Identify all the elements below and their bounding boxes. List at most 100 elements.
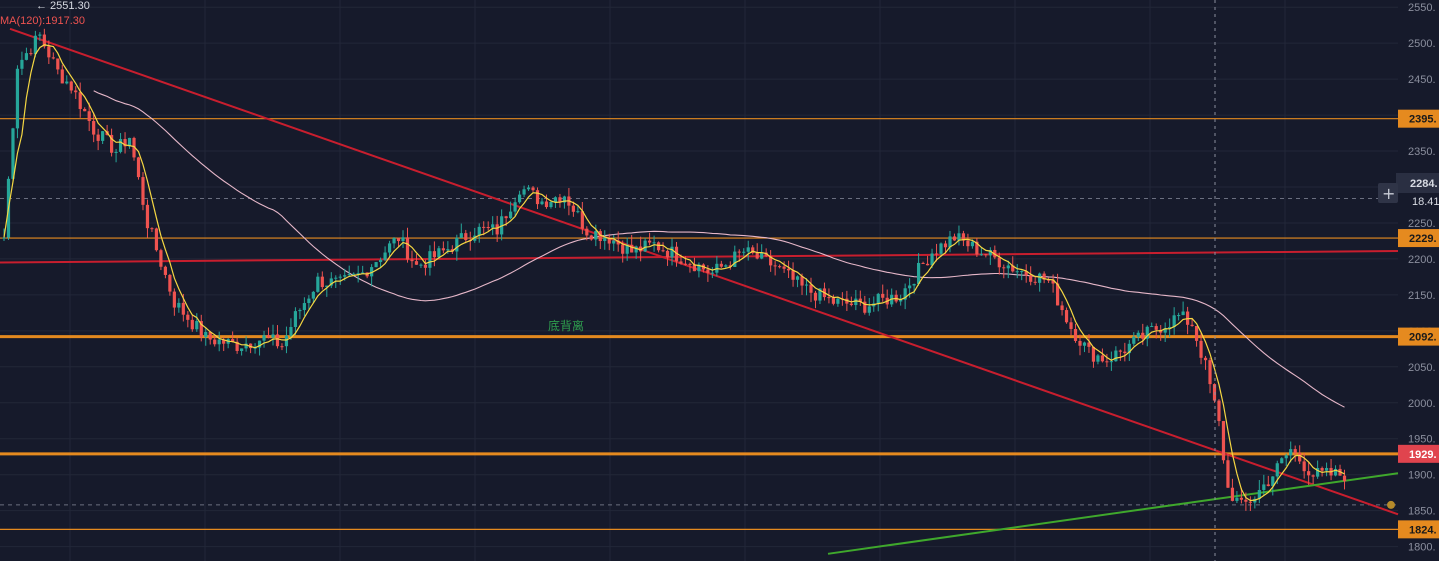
candle-body — [262, 335, 266, 341]
candle-body — [464, 233, 468, 241]
candle-body — [984, 254, 988, 256]
candle-body — [509, 211, 513, 219]
candle-body — [1136, 332, 1140, 337]
candle-body — [38, 34, 42, 36]
candle-body — [414, 261, 419, 265]
candle-body — [621, 244, 625, 254]
candle-body — [302, 303, 306, 311]
candle-body — [665, 250, 670, 258]
ma-short-path — [3, 44, 1345, 502]
candle-body — [450, 249, 454, 252]
candle-body — [387, 243, 392, 253]
candle-body — [101, 131, 105, 141]
candle-body — [150, 228, 154, 230]
candle-body — [15, 68, 20, 129]
price-axis[interactable]: 1800.1850.1900.1950.2000.2050.2100.2150.… — [1408, 2, 1436, 553]
candle-body — [186, 314, 190, 320]
candle-body — [11, 128, 15, 179]
candle-body — [1284, 455, 1288, 459]
candle-body — [786, 268, 791, 271]
candle-body — [307, 298, 311, 304]
candle-body — [952, 236, 957, 241]
candle-body — [1114, 350, 1118, 362]
candle-body — [1257, 489, 1261, 499]
candle-body — [809, 284, 813, 293]
candle-body — [383, 252, 387, 260]
candle-body — [199, 321, 203, 338]
candle-body — [737, 251, 741, 253]
candle-body — [979, 254, 983, 256]
candle-body — [791, 270, 795, 280]
candle-body — [1203, 357, 1208, 361]
candle-body — [1177, 315, 1181, 317]
candle-body — [562, 196, 567, 203]
add-alert-button[interactable] — [1378, 183, 1398, 203]
legend-ma-line: MA(120):1917.30 — [0, 15, 85, 27]
candle-body — [1118, 350, 1122, 352]
candle-body — [343, 275, 347, 277]
candle-body — [1289, 449, 1293, 456]
y-tick-label: 2000. — [1408, 398, 1436, 410]
candle-body — [136, 157, 141, 178]
candle-body — [988, 249, 992, 256]
candle-body — [1132, 336, 1136, 344]
candle-body — [1248, 501, 1252, 503]
candle-body — [410, 259, 414, 262]
plus-icon[interactable]: + — [1382, 184, 1395, 203]
candle-body — [1311, 475, 1315, 477]
candle-body — [697, 264, 701, 272]
candle-body — [177, 302, 181, 308]
candle-body — [123, 139, 127, 147]
candle-body — [670, 246, 674, 258]
candle-body — [87, 111, 91, 122]
candle-body — [181, 302, 185, 315]
support-trendline — [827, 472, 1399, 555]
candle-body — [1194, 325, 1199, 341]
candle-body — [338, 276, 342, 278]
candle-body — [248, 343, 253, 349]
candle-body — [441, 248, 445, 251]
ma-120-path — [93, 90, 1345, 408]
candle-body — [356, 273, 360, 275]
candle-body — [1226, 460, 1230, 488]
y-tick-label: 2200. — [1408, 254, 1436, 266]
trendlines[interactable] — [0, 27, 1399, 555]
candle-body — [1020, 271, 1024, 273]
crosshair-price-tag-bg — [1396, 173, 1439, 193]
candle-body — [800, 276, 804, 286]
candle-body — [374, 262, 378, 268]
candle-body — [235, 341, 239, 351]
y-tick-label: 2050. — [1408, 362, 1436, 374]
candle-body — [526, 187, 531, 190]
candle-body — [334, 277, 338, 279]
candle-body — [970, 241, 974, 247]
candle-body — [172, 291, 176, 308]
candle-body — [491, 224, 495, 228]
resistance-trendline — [9, 27, 1399, 516]
candle-body — [831, 297, 836, 304]
candle-body — [423, 264, 428, 268]
candle-body — [29, 53, 33, 55]
candle-body — [760, 252, 764, 259]
candle-body — [127, 137, 132, 147]
candle-body — [437, 248, 441, 258]
candle-body — [1064, 310, 1069, 323]
candle-body — [20, 59, 24, 69]
candle-body — [208, 331, 212, 340]
candle-body — [1163, 328, 1167, 333]
candle-body — [1266, 484, 1270, 487]
candle-body — [818, 288, 822, 301]
candle-body — [432, 251, 436, 258]
candle-body — [1316, 468, 1320, 477]
price-tags: 2395. 2229. 2092. 1929. 1824. — [1398, 109, 1439, 539]
candle-body — [908, 285, 912, 289]
candle-body — [51, 57, 55, 59]
candle-body — [925, 263, 930, 266]
candle-body — [1029, 275, 1033, 282]
candle-body — [1073, 328, 1078, 341]
candle-body — [482, 226, 486, 228]
candle-body — [742, 251, 746, 253]
candle-body — [329, 278, 333, 286]
